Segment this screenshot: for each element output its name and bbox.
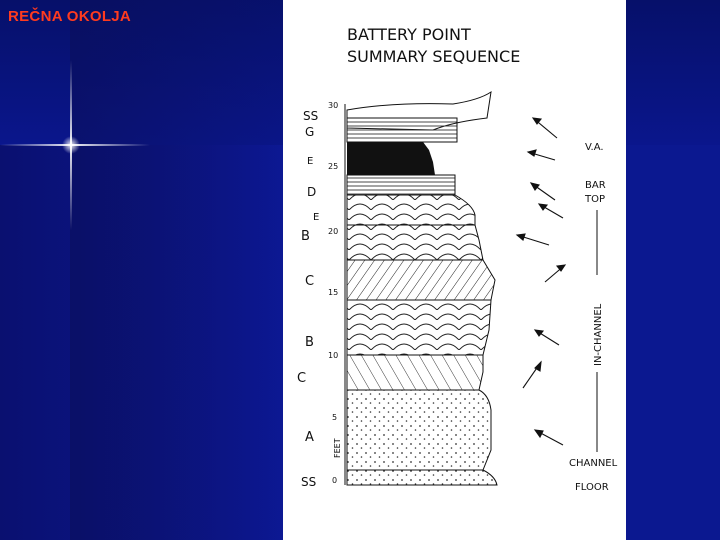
layer-e-dark [347, 142, 435, 175]
scale-tick-5: 5 [332, 413, 337, 422]
paleocurrent-arrow [531, 117, 558, 139]
depth-scale: 30 25 20 15 10 5 0 FEET [328, 101, 346, 485]
background-band-dark [70, 0, 285, 540]
annotation-channel-floor-line1: CHANNEL [569, 458, 618, 469]
scale-tick-30: 30 [328, 101, 338, 110]
facies-label: D [307, 185, 316, 199]
facies-label: SS [301, 475, 316, 489]
annotation-in-channel: IN-CHANNEL [593, 303, 604, 366]
stratigraphic-column [346, 90, 498, 486]
facies-label: A [305, 430, 314, 445]
scale-tick-25: 25 [328, 162, 338, 171]
layer-a [346, 389, 492, 471]
figure-svg: BATTERY POINT SUMMARY SEQUENCE 30 25 20 … [297, 25, 618, 493]
layer-b-lower [346, 299, 492, 356]
layer-g [346, 117, 458, 143]
paleocurrent-arrow [537, 203, 564, 219]
annotation-bar-top-line2: TOP [584, 194, 605, 205]
layer-ss-base [346, 469, 498, 486]
paleocurrent-arrow [522, 360, 542, 389]
environment-annotations: V.A. BAR TOP IN-CHANNEL CHANNEL FLOOR [569, 142, 618, 493]
annotation-va: V.A. [585, 142, 604, 153]
facies-label: SS [303, 109, 318, 123]
scale-tick-0: 0 [332, 476, 337, 485]
figure-title-line1: BATTERY POINT [347, 25, 471, 44]
background-right-panel [626, 145, 720, 540]
paleocurrent-arrow [515, 233, 550, 246]
annotation-bar-top-line1: BAR [585, 180, 606, 191]
facies-label: E [313, 212, 319, 223]
scale-tick-10: 10 [328, 351, 338, 360]
facies-label: B [301, 229, 310, 244]
facies-labels: SS G E D E B C B C A SS [297, 109, 319, 489]
layer-e-lower [346, 194, 476, 226]
star-glow [62, 136, 80, 154]
paleocurrent-arrows [515, 117, 567, 446]
paleocurrent-arrow [533, 429, 564, 446]
facies-label: C [305, 274, 314, 289]
paleocurrent-arrow [529, 182, 556, 201]
facies-label: C [297, 371, 306, 386]
stratigraphic-column-figure: BATTERY POINT SUMMARY SEQUENCE 30 25 20 … [283, 0, 626, 540]
facies-label: E [307, 156, 313, 167]
scale-tick-20: 20 [328, 227, 338, 236]
layer-c-upper [346, 259, 496, 301]
layer-b-upper [346, 224, 484, 261]
scale-tick-15: 15 [328, 288, 338, 297]
paleocurrent-arrow [526, 149, 556, 161]
layer-d [346, 174, 456, 196]
layer-c-lower [346, 354, 484, 391]
facies-label: B [305, 335, 314, 350]
slide-title: REČNA OKOLJA [8, 8, 132, 25]
paleocurrent-arrow [544, 264, 567, 283]
scale-unit: FEET [333, 438, 342, 458]
paleocurrent-arrow [533, 329, 560, 346]
annotation-channel-floor-line2: FLOOR [575, 482, 609, 493]
facies-label: G [305, 125, 314, 139]
figure-title-line2: SUMMARY SEQUENCE [347, 47, 520, 66]
